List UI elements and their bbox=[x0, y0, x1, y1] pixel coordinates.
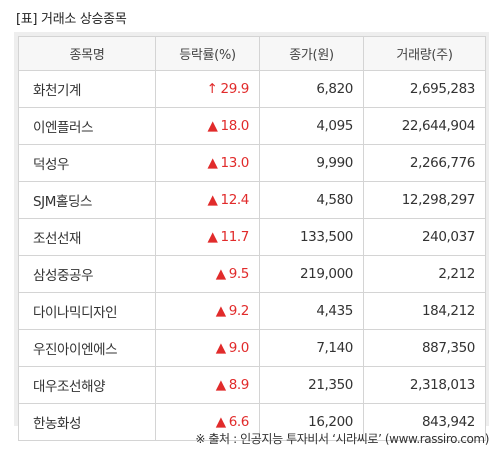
table-row: SJM홀딩스 ▲ 12.4 4,580 12,298,297 bbox=[18, 181, 486, 219]
stock-name: 다이나믹디자인 bbox=[18, 292, 156, 330]
closing-price: 7,140 bbox=[259, 329, 364, 367]
table-row: 조선선재 ▲ 11.7 133,500 240,037 bbox=[18, 218, 486, 256]
change-rate-value: 18.0 bbox=[220, 118, 250, 134]
up-arrow-icon: ▲ bbox=[207, 118, 218, 134]
closing-price: 16,200 bbox=[259, 403, 364, 441]
stock-name: 한농화성 bbox=[18, 403, 156, 441]
change-rate: ▲ 13.0 bbox=[155, 144, 260, 182]
stock-table: 종목명 등락률(%) 종가(원) 거래량(주) 화천기계 ↑ 29.9 6,820 2,… bbox=[18, 36, 486, 441]
table-row: 화천기계 ↑ 29.9 6,820 2,695,283 bbox=[18, 70, 486, 108]
closing-price: 4,435 bbox=[259, 292, 364, 330]
change-rate-value: 9.0 bbox=[228, 340, 250, 356]
change-rate: ▲ 11.7 bbox=[155, 218, 260, 256]
stock-name: 우진아이엔에스 bbox=[18, 329, 156, 367]
table-frame: 종목명 등락률(%) 종가(원) 거래량(주) 화천기계 ↑ 29.9 6,820 2,… bbox=[14, 32, 489, 441]
change-rate-value: 13.0 bbox=[220, 155, 250, 171]
closing-price: 4,580 bbox=[259, 181, 364, 219]
change-rate: ▲ 9.5 bbox=[155, 255, 260, 293]
change-rate: ↑ 29.9 bbox=[155, 70, 260, 108]
change-rate: ▲ 9.0 bbox=[155, 329, 260, 367]
change-rate-value: 29.9 bbox=[220, 81, 250, 97]
stock-name: 덕성우 bbox=[18, 144, 156, 182]
table-header-row: 종목명 등락률(%) 종가(원) 거래량(주) bbox=[18, 36, 486, 71]
change-rate-value: 9.2 bbox=[228, 303, 250, 319]
trade-volume: 12,298,297 bbox=[363, 181, 486, 219]
trade-volume: 184,212 bbox=[363, 292, 486, 330]
change-rate: ▲ 8.9 bbox=[155, 366, 260, 404]
trade-volume: 887,350 bbox=[363, 329, 486, 367]
table-row: 대우조선해양 ▲ 8.9 21,350 2,318,013 bbox=[18, 366, 486, 404]
up-arrow-icon: ▲ bbox=[207, 155, 218, 171]
stock-name: 이엔플러스 bbox=[18, 107, 156, 145]
source-footer: ※ 출처 : 인공지능 투자비서 ‘시라씨로’ (www.rassiro.com… bbox=[195, 432, 489, 446]
stock-name: 화천기계 bbox=[18, 70, 156, 108]
stock-name: 조선선재 bbox=[18, 218, 156, 256]
up-arrow-icon: ▲ bbox=[215, 340, 226, 356]
trade-volume: 2,318,013 bbox=[363, 366, 486, 404]
closing-price: 21,350 bbox=[259, 366, 364, 404]
table-row: 이엔플러스 ▲ 18.0 4,095 22,644,904 bbox=[18, 107, 486, 145]
trade-volume: 2,266,776 bbox=[363, 144, 486, 182]
up-arrow-icon: ↑ bbox=[206, 81, 218, 97]
page-title: [표] 거래소 상승종목 bbox=[16, 12, 127, 27]
column-header-name: 종목명 bbox=[18, 36, 156, 71]
closing-price: 9,990 bbox=[259, 144, 364, 182]
stock-name: 대우조선해양 bbox=[18, 366, 156, 404]
closing-price: 4,095 bbox=[259, 107, 364, 145]
change-rate-value: 12.4 bbox=[220, 192, 250, 208]
closing-price: 6,820 bbox=[259, 70, 364, 108]
column-header-rate: 등락률(%) bbox=[155, 36, 260, 71]
trade-volume: 240,037 bbox=[363, 218, 486, 256]
column-header-price: 종가(원) bbox=[259, 36, 364, 71]
table-row: 우진아이엔에스 ▲ 9.0 7,140 887,350 bbox=[18, 329, 486, 367]
column-header-volume: 거래량(주) bbox=[363, 36, 486, 71]
change-rate-value: 6.6 bbox=[228, 414, 250, 430]
change-rate: ▲ 9.2 bbox=[155, 292, 260, 330]
change-rate: ▲ 18.0 bbox=[155, 107, 260, 145]
trade-volume: 843,942 bbox=[363, 403, 486, 441]
stock-name: SJM홀딩스 bbox=[18, 181, 156, 219]
up-arrow-icon: ▲ bbox=[207, 192, 218, 208]
change-rate-value: 11.7 bbox=[220, 229, 250, 245]
closing-price: 133,500 bbox=[259, 218, 364, 256]
change-rate: ▲ 6.6 bbox=[155, 403, 260, 441]
table-row: 한농화성 ▲ 6.6 16,200 843,942 bbox=[18, 403, 486, 441]
table-row: 삼성중공우 ▲ 9.5 219,000 2,212 bbox=[18, 255, 486, 293]
closing-price: 219,000 bbox=[259, 255, 364, 293]
table-row: 다이나믹디자인 ▲ 9.2 4,435 184,212 bbox=[18, 292, 486, 330]
up-arrow-icon: ▲ bbox=[215, 266, 226, 282]
trade-volume: 22,644,904 bbox=[363, 107, 486, 145]
table-row: 덕성우 ▲ 13.0 9,990 2,266,776 bbox=[18, 144, 486, 182]
stock-name: 삼성중공우 bbox=[18, 255, 156, 293]
trade-volume: 2,212 bbox=[363, 255, 486, 293]
trade-volume: 2,695,283 bbox=[363, 70, 486, 108]
up-arrow-icon: ▲ bbox=[215, 414, 226, 430]
up-arrow-icon: ▲ bbox=[215, 377, 226, 393]
up-arrow-icon: ▲ bbox=[215, 303, 226, 319]
up-arrow-icon: ▲ bbox=[207, 229, 218, 245]
change-rate-value: 9.5 bbox=[228, 266, 250, 282]
change-rate: ▲ 12.4 bbox=[155, 181, 260, 219]
change-rate-value: 8.9 bbox=[228, 377, 250, 393]
